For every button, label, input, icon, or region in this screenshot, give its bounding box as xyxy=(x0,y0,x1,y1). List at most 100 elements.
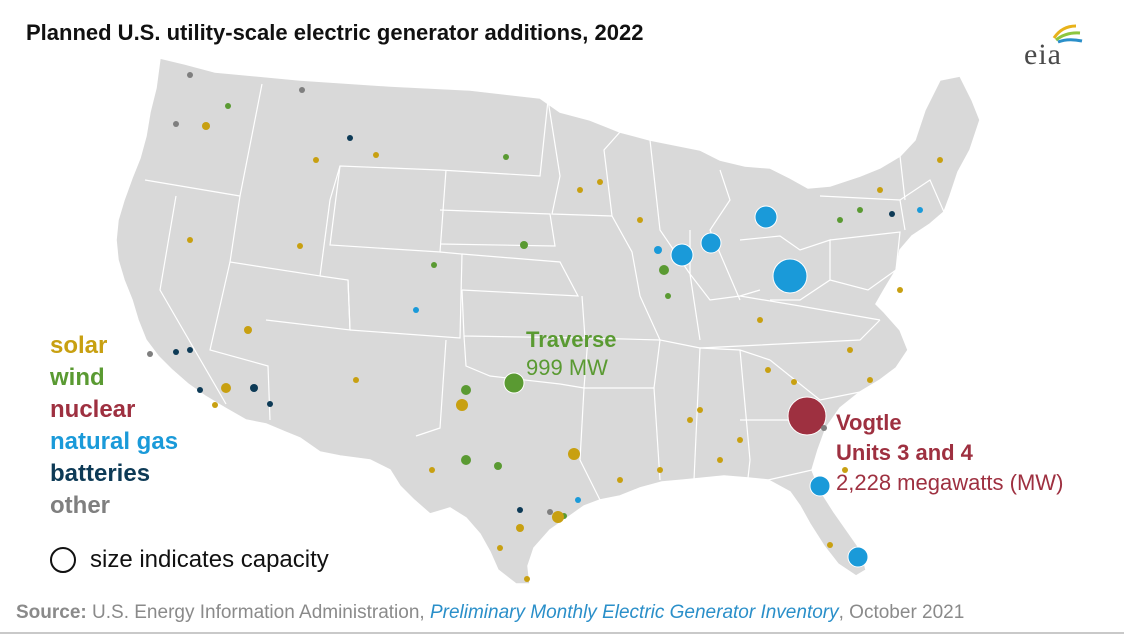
batteries-plant-marker xyxy=(517,507,523,513)
source-doc[interactable]: Preliminary Monthly Electric Generator I… xyxy=(429,602,839,623)
natural-gas-plant-marker xyxy=(754,205,778,229)
solar-plant-marker xyxy=(497,545,503,551)
source-line: Source: U.S. Energy Information Administ… xyxy=(16,602,964,624)
wind-plant-marker xyxy=(503,372,525,394)
batteries-plant-marker xyxy=(250,384,258,392)
solar-plant-marker xyxy=(617,477,623,483)
solar-plant-marker xyxy=(456,399,468,411)
solar-plant-marker xyxy=(697,407,703,413)
solar-plant-marker xyxy=(373,152,379,158)
size-note-text: size indicates capacity xyxy=(90,546,329,573)
solar-plant-marker xyxy=(552,511,564,523)
wind-plant-marker xyxy=(837,217,843,223)
solar-plant-marker xyxy=(187,237,193,243)
wind-plant-marker xyxy=(461,455,471,465)
solar-plant-marker xyxy=(791,379,797,385)
batteries-plant-marker xyxy=(347,135,353,141)
vogtle-name: Vogtle xyxy=(836,410,902,435)
batteries-plant-marker xyxy=(173,349,179,355)
solar-plant-marker xyxy=(867,377,873,383)
traverse-value: 999 MW xyxy=(526,355,608,380)
wind-plant-marker xyxy=(431,262,437,268)
solar-plant-marker xyxy=(687,417,693,423)
capacity-circle-icon xyxy=(50,547,76,573)
solar-plant-marker xyxy=(877,187,883,193)
solar-plant-marker xyxy=(827,542,833,548)
eia-logo-text: eia xyxy=(1024,38,1062,71)
map-title: Planned U.S. utility-scale electric gene… xyxy=(26,20,644,45)
solar-plant-marker xyxy=(568,448,580,460)
solar-plant-marker xyxy=(524,576,530,582)
wind-plant-marker xyxy=(659,265,669,275)
solar-plant-marker xyxy=(717,457,723,463)
legend-solar: solar xyxy=(50,332,108,359)
wind-plant-marker xyxy=(494,462,502,470)
other-plant-marker xyxy=(821,425,827,431)
batteries-plant-marker xyxy=(889,211,895,217)
solar-plant-marker xyxy=(637,217,643,223)
solar-plant-marker xyxy=(937,157,943,163)
vogtle-annotation: Vogtle Units 3 and 4 2,228 megawatts (MW… xyxy=(836,408,1063,498)
legend-batteries: batteries xyxy=(50,460,151,487)
natural-gas-plant-marker xyxy=(575,497,581,503)
solar-plant-marker xyxy=(657,467,663,473)
natural-gas-plant-marker xyxy=(700,232,722,254)
wind-plant-marker xyxy=(665,293,671,299)
legend-nuclear: nuclear xyxy=(50,396,136,423)
other-plant-marker xyxy=(299,87,305,93)
legend-natural-gas: natural gas xyxy=(50,428,179,455)
natural-gas-plant-marker xyxy=(413,307,419,313)
solar-plant-marker xyxy=(765,367,771,373)
solar-plant-marker xyxy=(847,347,853,353)
solar-plant-marker xyxy=(221,383,231,393)
wind-plant-marker xyxy=(520,241,528,249)
natural-gas-plant-marker xyxy=(670,243,694,267)
solar-plant-marker xyxy=(297,243,303,249)
natural-gas-plant-marker xyxy=(917,207,923,213)
nuclear-plant-marker xyxy=(787,396,827,436)
solar-plant-marker xyxy=(577,187,583,193)
natural-gas-plant-marker xyxy=(772,258,808,294)
legend: solar wind nuclear natural gas batteries… xyxy=(50,330,178,522)
state-borders xyxy=(144,83,945,501)
source-label: Source: xyxy=(16,602,87,623)
natural-gas-plant-marker xyxy=(654,246,662,254)
solar-plant-marker xyxy=(516,524,524,532)
solar-plant-marker xyxy=(353,377,359,383)
other-plant-marker xyxy=(147,351,153,357)
other-plant-marker xyxy=(547,509,553,515)
batteries-plant-marker xyxy=(187,347,193,353)
bottom-rule xyxy=(0,632,1124,634)
solar-plant-marker xyxy=(212,402,218,408)
solar-plant-marker xyxy=(897,287,903,293)
size-note: size indicates capacity xyxy=(50,546,329,574)
solar-plant-marker xyxy=(842,467,848,473)
natural-gas-plant-marker xyxy=(847,546,869,568)
solar-plant-marker xyxy=(313,157,319,163)
vogtle-value: 2,228 megawatts (MW) xyxy=(836,470,1064,495)
wind-plant-marker xyxy=(857,207,863,213)
solar-plant-marker xyxy=(737,437,743,443)
solar-plant-marker xyxy=(597,179,603,185)
solar-plant-marker xyxy=(757,317,763,323)
batteries-plant-marker xyxy=(197,387,203,393)
power-plant-points xyxy=(147,72,943,582)
solar-plant-marker xyxy=(429,467,435,473)
natural-gas-plant-marker xyxy=(809,475,831,497)
source-date: , October 2021 xyxy=(838,602,965,623)
legend-other: other xyxy=(50,492,110,519)
traverse-annotation: Traverse 999 MW xyxy=(526,326,617,382)
solar-plant-marker xyxy=(244,326,252,334)
traverse-name: Traverse xyxy=(526,327,617,352)
wind-plant-marker xyxy=(461,385,471,395)
us-outline xyxy=(115,57,981,585)
other-plant-marker xyxy=(173,121,179,127)
other-plant-marker xyxy=(187,72,193,78)
wind-plant-marker xyxy=(225,103,231,109)
solar-plant-marker xyxy=(202,122,210,130)
batteries-plant-marker xyxy=(267,401,273,407)
legend-wind: wind xyxy=(50,364,105,391)
source-org: U.S. Energy Information Administration, xyxy=(92,602,425,623)
eia-logo-rays-icon xyxy=(1052,24,1083,44)
